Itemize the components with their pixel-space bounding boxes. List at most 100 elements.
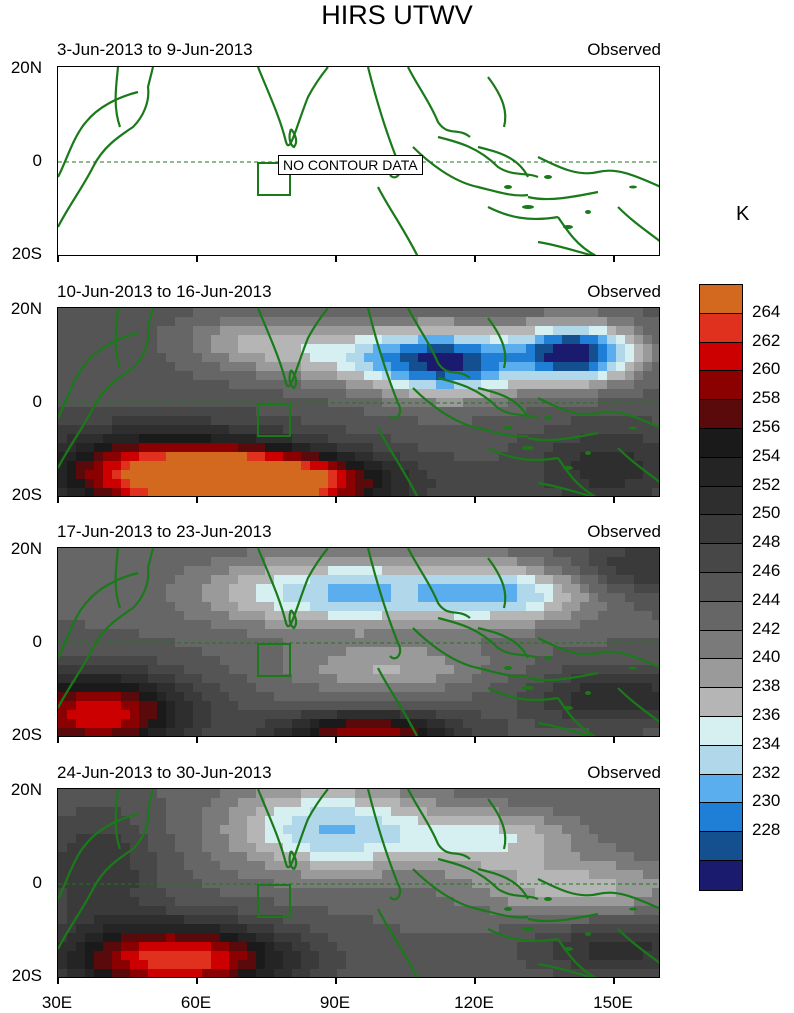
field-cell <box>418 425 428 435</box>
field-cell <box>265 897 275 907</box>
field-cell <box>94 906 104 916</box>
colorbar <box>699 284 743 891</box>
field-cell <box>535 335 545 345</box>
field-cell <box>328 843 338 853</box>
x-tick-mark <box>613 978 615 984</box>
field-cell <box>580 960 590 970</box>
field-cell <box>184 789 194 799</box>
field-cell <box>76 407 86 417</box>
field-cell <box>67 816 77 826</box>
field-cell <box>67 425 77 435</box>
field-cell <box>337 335 347 345</box>
field-cell <box>220 674 230 684</box>
panel-1-period: 3-Jun-2013 to 9-Jun-2013 <box>57 40 253 59</box>
field-cell <box>166 942 176 952</box>
field-cell <box>346 479 356 489</box>
field-cell <box>301 344 311 354</box>
field-cell <box>472 834 482 844</box>
field-cell <box>94 870 104 880</box>
ytick-0-panel-2: 0 <box>32 392 42 411</box>
field-cell <box>256 683 266 693</box>
field-cell <box>139 807 149 817</box>
field-cell <box>652 789 659 799</box>
field-cell <box>373 629 383 639</box>
field-cell <box>409 834 419 844</box>
field-cell <box>121 371 131 381</box>
field-cell <box>346 317 356 327</box>
field-cell <box>67 960 77 970</box>
field-cell <box>607 335 617 345</box>
field-cell <box>625 629 635 639</box>
field-cell <box>418 816 428 826</box>
field-cell <box>247 728 257 736</box>
field-cell <box>76 470 86 480</box>
field-cell <box>238 479 248 489</box>
field-cell <box>544 566 554 576</box>
field-cell <box>652 701 659 711</box>
field-cell <box>103 353 113 363</box>
field-cell <box>121 843 131 853</box>
field-cell <box>652 425 659 435</box>
field-cell <box>652 443 659 453</box>
field-cell <box>166 548 176 558</box>
field-cell <box>94 942 104 952</box>
field-cell <box>328 798 338 808</box>
field-cell <box>76 969 86 977</box>
field-cell <box>427 924 437 934</box>
field-cell <box>571 719 581 729</box>
field-cell <box>517 317 527 327</box>
field-cell <box>454 719 464 729</box>
field-cell <box>571 906 581 916</box>
field-cell <box>67 398 77 408</box>
field-cell <box>400 308 410 318</box>
field-cell <box>382 380 392 390</box>
field-cell <box>589 443 599 453</box>
field-cell <box>553 620 563 630</box>
field-cell <box>355 933 365 943</box>
field-cell <box>301 470 311 480</box>
field-cell <box>535 816 545 826</box>
field-cell <box>274 434 284 444</box>
x-tick-mark <box>57 737 59 743</box>
map-svg <box>58 548 659 736</box>
field-cell <box>373 479 383 489</box>
field-cell <box>436 566 446 576</box>
field-cell <box>166 710 176 720</box>
field-cell <box>256 969 266 977</box>
field-cell <box>355 692 365 702</box>
field-cell <box>166 798 176 808</box>
field-cell <box>427 611 437 621</box>
field-cell <box>652 335 659 345</box>
field-cell <box>211 416 221 426</box>
field-cell <box>499 398 509 408</box>
field-cell <box>355 843 365 853</box>
field-cell <box>94 638 104 648</box>
field-cell <box>247 353 257 363</box>
field-cell <box>382 425 392 435</box>
field-cell <box>94 548 104 558</box>
field-cell <box>472 798 482 808</box>
field-cell <box>310 701 320 711</box>
field-cell <box>184 888 194 898</box>
field-cell <box>472 710 482 720</box>
field-cell <box>535 575 545 585</box>
field-cell <box>274 924 284 934</box>
field-cell <box>400 317 410 327</box>
field-cell <box>463 548 473 558</box>
field-cell <box>184 674 194 684</box>
field-cell <box>184 692 194 702</box>
field-cell <box>229 942 239 952</box>
field-cell <box>553 566 563 576</box>
field-cell <box>409 470 419 480</box>
field-cell <box>58 692 68 702</box>
field-cell <box>310 353 320 363</box>
field-cell <box>589 452 599 462</box>
field-cell <box>76 834 86 844</box>
field-cell <box>256 906 266 916</box>
field-cell <box>256 371 266 381</box>
field-cell <box>436 317 446 327</box>
field-cell <box>382 674 392 684</box>
field-cell <box>166 924 176 934</box>
field-cell <box>418 629 428 639</box>
field-cell <box>166 656 176 666</box>
